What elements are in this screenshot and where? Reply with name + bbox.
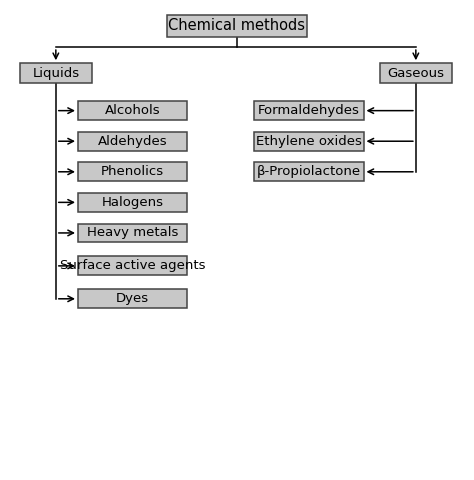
Text: Phenolics: Phenolics <box>101 165 164 178</box>
FancyBboxPatch shape <box>78 256 187 276</box>
Text: Dyes: Dyes <box>116 292 149 305</box>
FancyBboxPatch shape <box>78 162 187 181</box>
FancyBboxPatch shape <box>78 101 187 120</box>
FancyBboxPatch shape <box>380 63 452 83</box>
FancyBboxPatch shape <box>78 289 187 308</box>
Text: Aldehydes: Aldehydes <box>98 135 167 148</box>
Text: Halogens: Halogens <box>101 196 164 209</box>
Text: Heavy metals: Heavy metals <box>87 227 178 240</box>
Text: Ethylene oxides: Ethylene oxides <box>256 135 362 148</box>
Text: Alcohols: Alcohols <box>105 104 160 117</box>
Text: Gaseous: Gaseous <box>387 67 444 80</box>
Text: Formaldehydes: Formaldehydes <box>258 104 360 117</box>
FancyBboxPatch shape <box>78 224 187 242</box>
Text: β-Propiolactone: β-Propiolactone <box>257 165 361 178</box>
FancyBboxPatch shape <box>20 63 92 83</box>
Text: Chemical methods: Chemical methods <box>168 18 306 34</box>
Text: Surface active agents: Surface active agents <box>60 259 205 272</box>
FancyBboxPatch shape <box>255 132 364 151</box>
FancyBboxPatch shape <box>78 193 187 212</box>
FancyBboxPatch shape <box>167 15 307 36</box>
FancyBboxPatch shape <box>255 162 364 181</box>
FancyBboxPatch shape <box>255 101 364 120</box>
FancyBboxPatch shape <box>78 132 187 151</box>
Text: Liquids: Liquids <box>32 67 80 80</box>
